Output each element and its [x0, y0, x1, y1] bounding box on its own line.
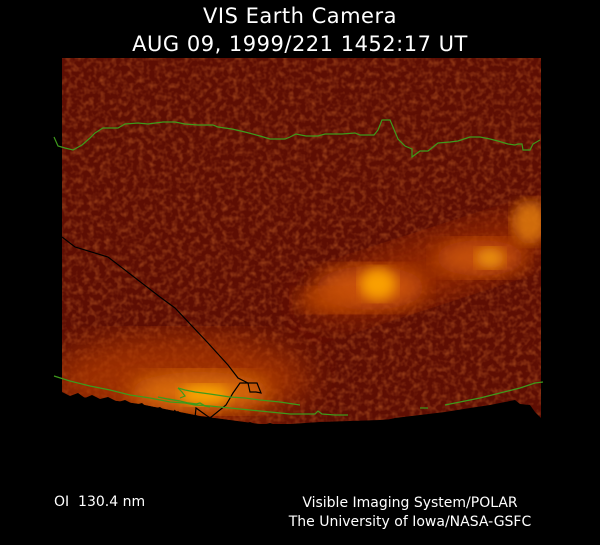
boundary-line [61, 236, 262, 419]
timestamp: AUG 09, 1999/221 1452:17 UT [132, 32, 468, 56]
page-title: VIS Earth Camera [203, 4, 397, 28]
limb-edge [62, 392, 541, 440]
coastline-top [53, 119, 541, 159]
credits: Visible Imaging System/POLAR The Univers… [240, 494, 580, 532]
coastline-bottom [53, 375, 348, 416]
image-field [62, 58, 541, 424]
instrument-label: Visible Imaging System/POLAR [302, 495, 518, 511]
institution-label: The University of Iowa/NASA-GSFC [288, 514, 532, 530]
filter-label: OI 130.4 nm [54, 494, 146, 510]
